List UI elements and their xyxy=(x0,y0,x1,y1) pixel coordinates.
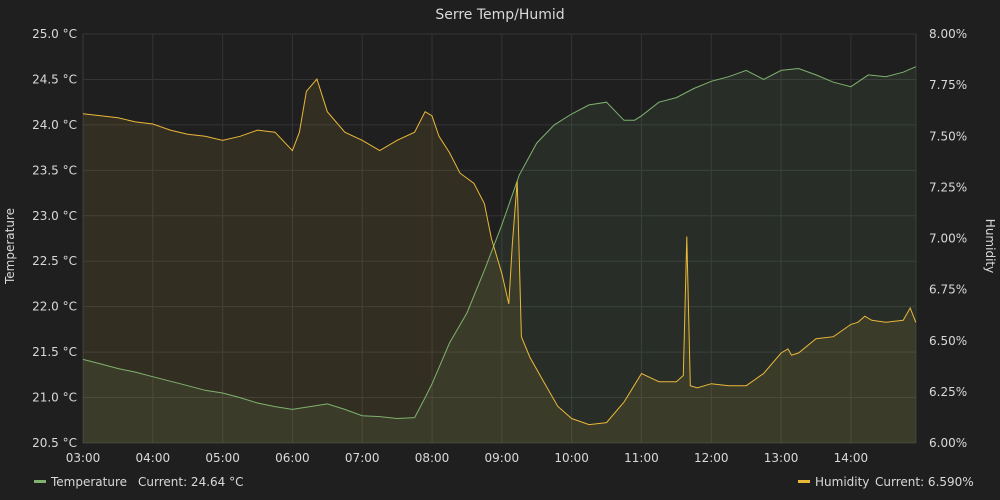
legend-label-temperature: Temperature xyxy=(50,475,127,489)
legend-swatch-temperature xyxy=(34,480,46,483)
x-tick-label: 12:00 xyxy=(694,451,729,465)
y-right-tick-label: 7.75% xyxy=(929,78,967,92)
y-left-tick-label: 24.0 °C xyxy=(32,118,77,132)
x-tick-label: 04:00 xyxy=(136,451,171,465)
y-left-tick-label: 25.0 °C xyxy=(32,27,77,41)
legend-swatch-humidity xyxy=(798,480,810,483)
y-right-tick-label: 7.50% xyxy=(929,129,967,143)
y-left-tick-label: 22.5 °C xyxy=(32,254,77,268)
x-tick-label: 14:00 xyxy=(834,451,869,465)
y-left-tick-label: 23.5 °C xyxy=(32,163,77,177)
x-tick-label: 09:00 xyxy=(485,451,520,465)
x-tick-label: 08:00 xyxy=(415,451,450,465)
chart-title: Serre Temp/Humid xyxy=(435,7,564,23)
y-right-tick-label: 6.50% xyxy=(929,334,967,348)
y-left-tick-label: 23.0 °C xyxy=(32,209,77,223)
y-right-tick-label: 8.00% xyxy=(929,27,967,41)
x-tick-label: 03:00 xyxy=(66,451,101,465)
x-tick-label: 10:00 xyxy=(554,451,589,465)
legend-label-humidity: Humidity xyxy=(815,475,869,489)
humidity-area xyxy=(83,79,916,443)
axis-ticks: 20.5 °C 21.0 °C 21.5 °C 22.0 °C 22.5 °C 23.0 … xyxy=(32,27,967,465)
series-fills xyxy=(83,66,916,443)
y-right-axis-label: Humidity xyxy=(983,219,997,273)
x-tick-label: 07:00 xyxy=(345,451,380,465)
y-left-tick-label: 22.0 °C xyxy=(32,300,77,314)
y-left-tick-label: 21.0 °C xyxy=(32,391,77,405)
y-right-tick-label: 6.75% xyxy=(929,283,967,297)
y-left-tick-label: 21.5 °C xyxy=(32,345,77,359)
temperature-area xyxy=(83,66,916,443)
legend[interactable]: Temperature Current: 24.64 °C Humidity Curr… xyxy=(34,475,974,489)
grid xyxy=(82,33,917,444)
x-tick-label: 13:00 xyxy=(764,451,799,465)
y-right-tick-label: 6.00% xyxy=(929,436,967,450)
y-left-axis-label: Temperature xyxy=(3,208,17,285)
x-tick-label: 05:00 xyxy=(205,451,240,465)
temperature-line xyxy=(82,66,917,420)
y-left-tick-label: 20.5 °C xyxy=(32,436,77,450)
y-right-tick-label: 6.25% xyxy=(929,385,967,399)
legend-current-humidity: Current: 6.590% xyxy=(875,475,974,489)
y-left-tick-label: 24.5 °C xyxy=(32,72,77,86)
series-lines xyxy=(82,66,917,426)
y-right-tick-label: 7.00% xyxy=(929,232,967,246)
humidity-line xyxy=(82,77,917,426)
y-right-tick-label: 7.25% xyxy=(929,180,967,194)
x-tick-label: 06:00 xyxy=(275,451,310,465)
legend-current-temperature: Current: 24.64 °C xyxy=(138,475,243,489)
x-tick-label: 11:00 xyxy=(624,451,659,465)
